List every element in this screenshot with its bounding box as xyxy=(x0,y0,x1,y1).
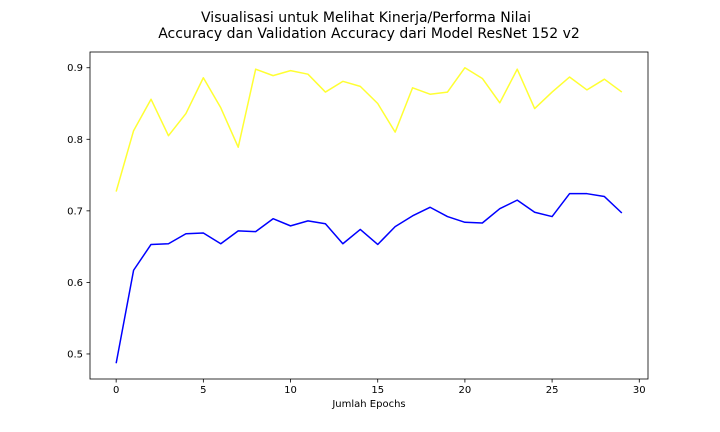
y-tick-label: 0.8 xyxy=(67,135,83,146)
x-tick-label: 25 xyxy=(546,385,559,396)
series-line-1 xyxy=(115,66,623,192)
x-tick-label: 15 xyxy=(371,385,384,396)
y-tick-label: 0.7 xyxy=(67,206,83,217)
x-tick-label: 20 xyxy=(459,385,472,396)
chart-title-line-2: Accuracy dan Validation Accuracy dari Mo… xyxy=(158,26,580,42)
chart-title-line-1: Visualisasi untuk Melihat Kinerja/Perfor… xyxy=(201,10,531,26)
plot-frame xyxy=(89,51,649,380)
y-tick-label: 0.9 xyxy=(67,63,83,74)
x-axis-label: Jumlah Epochs xyxy=(331,399,405,410)
x-tick-label: 30 xyxy=(633,385,646,396)
x-tick-label: 5 xyxy=(200,385,206,396)
series-line-0 xyxy=(115,192,623,364)
y-tick-label: 0.6 xyxy=(67,278,83,289)
x-tick-label: 10 xyxy=(284,385,297,396)
x-tick-label: 0 xyxy=(113,385,119,396)
y-tick-label: 0.5 xyxy=(67,349,83,360)
